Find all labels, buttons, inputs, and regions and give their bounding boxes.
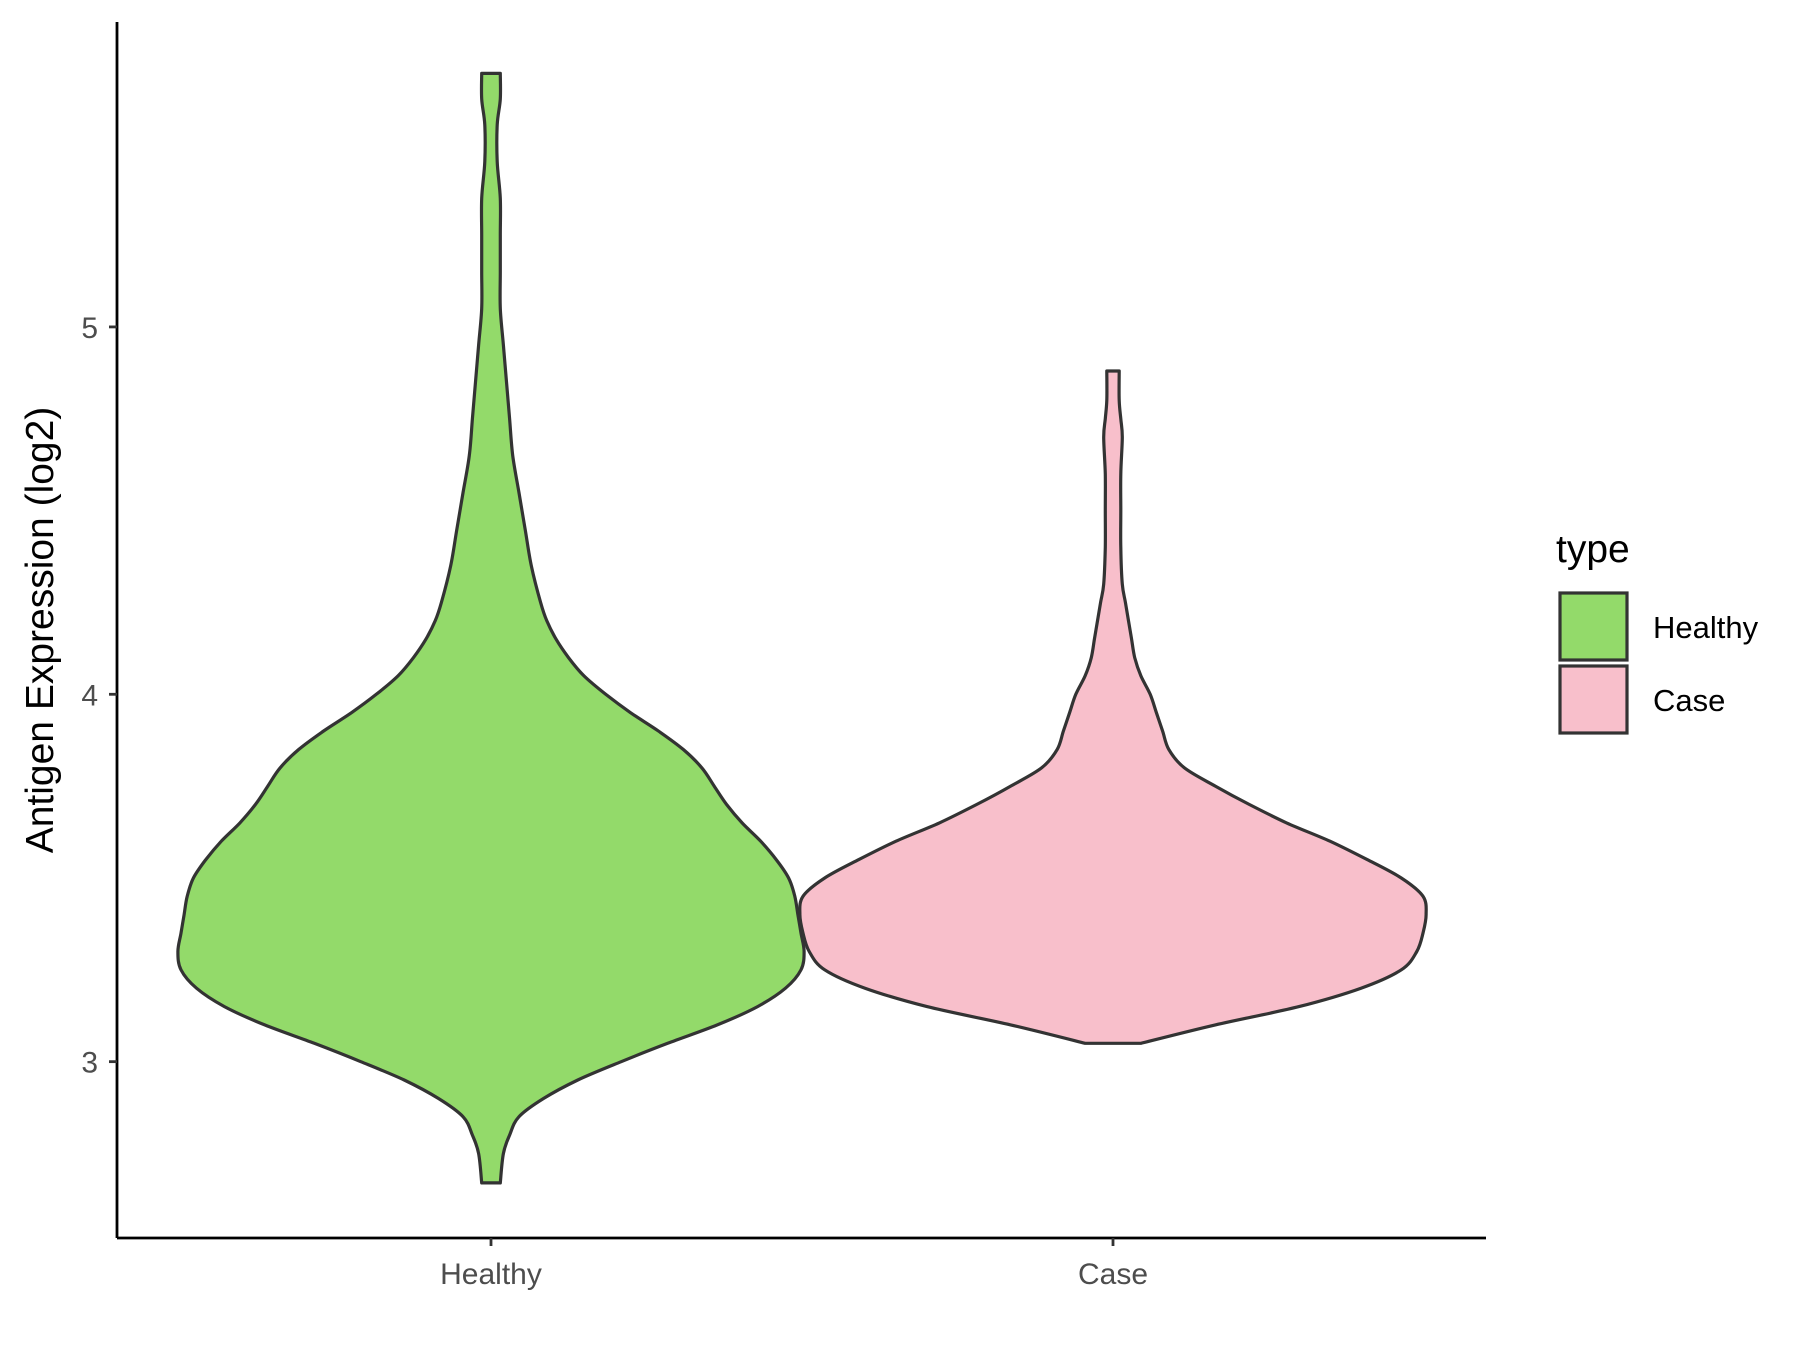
x-tick-label: Healthy [440,1258,542,1291]
y-axis-title: Antigen Expression (log2) [19,407,62,854]
legend-entries: Healthy Case [1558,591,1759,735]
violin-healthy [176,71,806,1185]
y-tick-label: 3 [81,1047,98,1080]
legend-key-case [1558,664,1629,735]
legend: type Healthy Case [1556,528,1759,735]
x-tick-layer: Healthy Case [440,1238,1148,1291]
y-tick-label: 4 [81,679,98,712]
y-tick-layer: 3 4 5 [81,312,117,1080]
violin-layer [176,71,1428,1185]
y-tick-label: 5 [81,312,98,345]
legend-label-healthy: Healthy [1653,610,1759,645]
legend-label-case: Case [1653,683,1725,718]
legend-title: type [1556,528,1630,571]
legend-key-healthy [1558,591,1629,662]
x-tick-label: Case [1078,1258,1148,1291]
violin-case [798,369,1428,1045]
